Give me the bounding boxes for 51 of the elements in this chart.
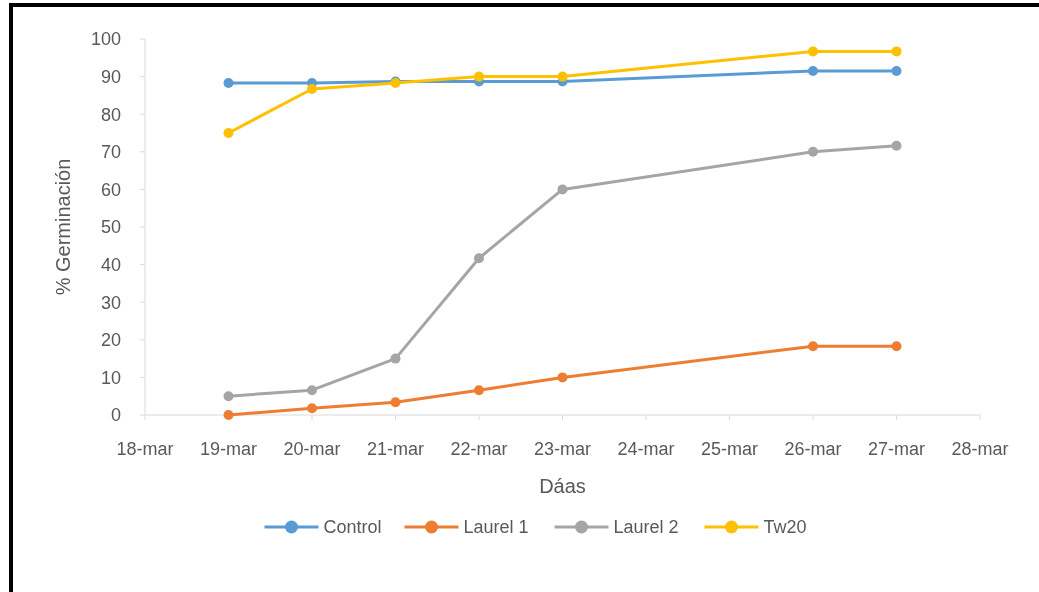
x-tick-label: 20-mar — [283, 439, 341, 459]
point — [891, 65, 902, 76]
point — [891, 341, 902, 352]
y-tick-label: 70 — [100, 142, 121, 163]
point — [557, 71, 568, 82]
point — [307, 385, 317, 396]
y-tick-label: 80 — [100, 104, 121, 125]
point — [808, 46, 818, 57]
x-axis-title: Dáas — [539, 475, 586, 497]
y-tick-label: 60 — [100, 179, 121, 200]
y-tick-label: 40 — [100, 254, 121, 275]
point — [808, 341, 818, 352]
point — [307, 403, 317, 414]
y-tick-label: 0 — [110, 405, 121, 426]
x-tick-label: 27-mar — [867, 439, 926, 459]
point — [223, 128, 234, 138]
x-tick-label: 22-mar — [450, 439, 508, 459]
y-tick-label: 10 — [100, 367, 121, 388]
point — [808, 65, 818, 76]
x-tick-label: 28-mar — [951, 439, 1009, 459]
point — [390, 397, 401, 408]
legend-label: Control — [323, 517, 382, 538]
y-tick-label: 30 — [100, 292, 121, 313]
y-tick-label: 50 — [100, 217, 121, 238]
point — [223, 391, 234, 402]
point — [474, 385, 484, 396]
legend-label: Laurel 2 — [613, 517, 679, 538]
point — [307, 84, 317, 95]
y-axis-title: % Germinación — [52, 158, 74, 296]
x-tick-label: 25-mar — [700, 439, 759, 459]
point — [557, 372, 568, 383]
point — [808, 146, 818, 157]
point — [557, 184, 568, 195]
x-tick-label: 19-mar — [199, 439, 258, 459]
x-tick-label: 18-mar — [116, 439, 174, 459]
point — [390, 353, 401, 364]
point — [223, 77, 234, 88]
y-tick-label: 90 — [100, 66, 121, 87]
legend-label: Tw20 — [763, 517, 807, 538]
y-tick-label: 20 — [100, 330, 121, 351]
legend-label: Laurel 1 — [463, 517, 529, 538]
point — [223, 410, 234, 420]
x-tick-label: 23-mar — [533, 439, 592, 459]
x-tick-label: 24-mar — [617, 439, 675, 459]
y-tick-label: 100 — [90, 29, 121, 50]
point — [474, 253, 484, 264]
x-tick-label: 26-mar — [784, 439, 842, 459]
point — [891, 46, 902, 57]
point — [474, 71, 484, 82]
point — [891, 140, 902, 151]
x-tick-label: 21-mar — [366, 439, 425, 459]
